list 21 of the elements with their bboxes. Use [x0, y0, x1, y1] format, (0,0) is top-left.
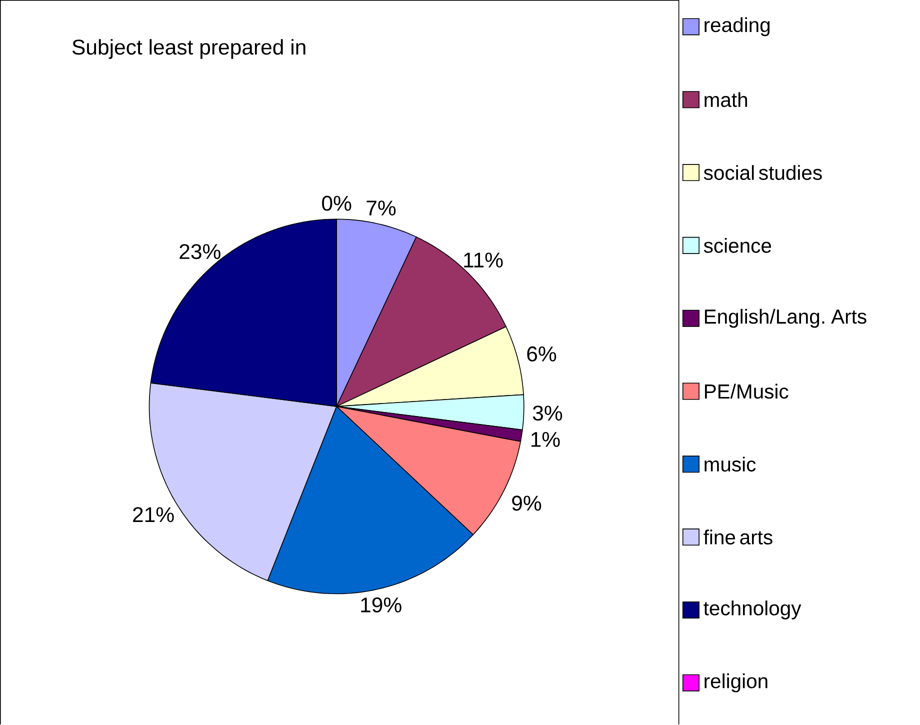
- legend-label: music: [704, 456, 756, 472]
- data-label: 21%: [133, 507, 174, 522]
- legend-label: technology: [704, 600, 802, 620]
- legend-label: PE/Music: [704, 384, 788, 399]
- data-label: 11%: [464, 252, 503, 268]
- text: 0%: [322, 196, 352, 211]
- legend-label: social studies: [704, 165, 822, 180]
- legend-label: English/Lang. Arts: [704, 309, 866, 328]
- data-label: 9%: [512, 496, 542, 511]
- data-label: 1%: [531, 432, 560, 448]
- legend-label: reading: [704, 17, 770, 36]
- legend-label: fine arts: [704, 530, 772, 545]
- data-label: 3%: [532, 406, 562, 421]
- data-label: 7%: [366, 200, 396, 216]
- data-label: 19%: [361, 598, 402, 613]
- legend-label: math: [704, 92, 748, 108]
- text: Subject least prepared in: [72, 39, 306, 60]
- data-label: 6%: [527, 346, 556, 362]
- legend-label: religion: [704, 674, 768, 692]
- data-label: 23%: [180, 244, 220, 260]
- legend-label: science: [704, 238, 772, 253]
